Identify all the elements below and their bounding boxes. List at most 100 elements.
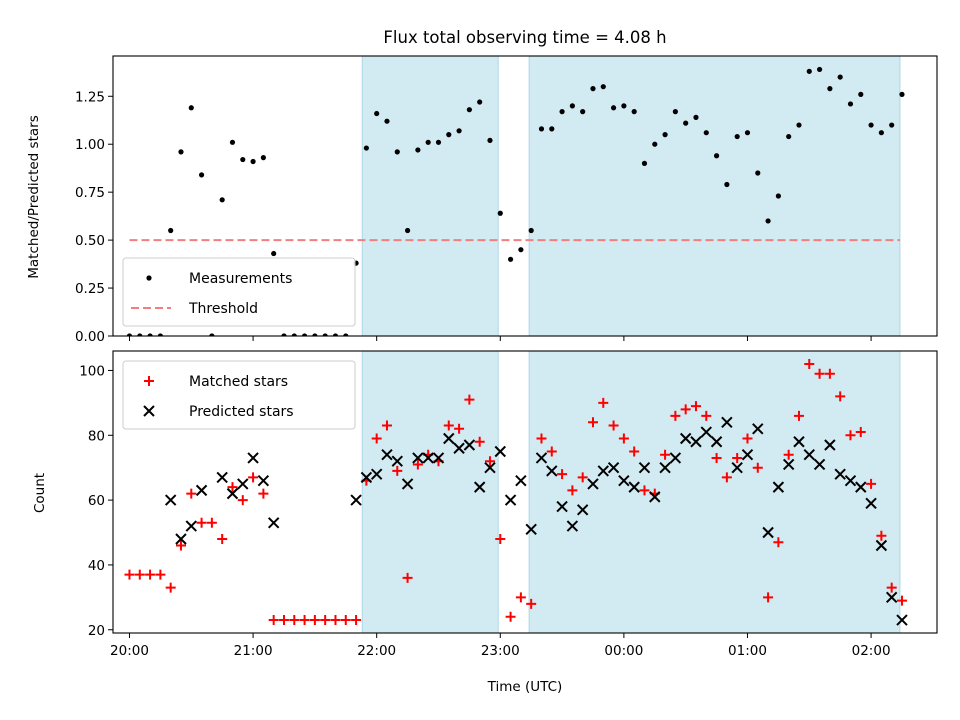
data-point: [392, 465, 403, 476]
legend-label: Threshold: [188, 301, 258, 317]
data-point: [896, 614, 908, 626]
x-tick-label: 23:00: [481, 643, 520, 659]
data-point: [557, 469, 568, 480]
y-tick-label: 0.00: [75, 329, 105, 345]
data-point: [598, 397, 609, 408]
data-point: [487, 137, 493, 143]
data-point: [693, 114, 699, 120]
data-point: [495, 534, 506, 544]
data-point: [827, 86, 833, 92]
data-point: [186, 488, 197, 499]
data-point: [473, 481, 486, 493]
data-point: [896, 595, 907, 606]
data-point: [525, 523, 537, 535]
plot-area: [126, 56, 905, 336]
data-point: [494, 445, 506, 458]
data-point: [580, 109, 586, 115]
data-point: [741, 449, 754, 461]
data-point: [237, 478, 249, 490]
data-point: [219, 197, 225, 203]
data-point: [484, 456, 495, 467]
data-point: [301, 333, 308, 336]
data-point: [597, 465, 609, 477]
data-point: [147, 333, 153, 336]
data-point: [507, 256, 514, 262]
top-y-axis-label: Matched/Predicted stars: [26, 115, 42, 278]
data-point: [267, 517, 280, 529]
data-point: [600, 84, 606, 90]
y-tick-label: 60: [88, 493, 105, 509]
data-point: [670, 410, 681, 421]
y-tick-label: 20: [88, 623, 105, 639]
data-point: [157, 333, 163, 336]
data-point: [752, 462, 763, 473]
data-point: [124, 569, 135, 580]
data-point: [384, 118, 390, 124]
data-point: [889, 122, 895, 128]
data-point: [721, 472, 732, 483]
data-point: [662, 132, 668, 138]
data-point: [538, 126, 545, 132]
data-point: [711, 452, 722, 463]
data-point: [312, 333, 318, 336]
data-point: [866, 478, 877, 489]
data-point: [546, 446, 557, 457]
data-point: [260, 155, 266, 161]
plot-area: [124, 351, 908, 633]
data-point: [577, 472, 588, 483]
observing-window: [528, 351, 901, 633]
data-point: [351, 615, 362, 626]
chart-title: Flux total observing time = 4.08 h: [383, 28, 666, 47]
data-point: [412, 459, 423, 470]
data-point: [415, 147, 421, 153]
legend-label: Matched stars: [189, 374, 288, 390]
x-tick-label: 02:00: [852, 643, 891, 659]
data-point: [772, 481, 785, 493]
data-point: [618, 433, 629, 444]
data-point: [855, 481, 867, 493]
data-point: [535, 452, 548, 464]
data-point: [504, 494, 517, 506]
data-point: [899, 91, 905, 97]
data-point: [497, 210, 503, 216]
data-point: [391, 455, 403, 467]
data-point: [855, 427, 866, 438]
data-point: [198, 172, 205, 178]
data-point: [402, 572, 413, 583]
data-point: [466, 107, 472, 113]
data-point: [803, 449, 815, 461]
data-point: [268, 615, 279, 626]
y-tick-label: 100: [79, 363, 105, 379]
y-tick-label: 40: [88, 558, 105, 574]
data-point: [659, 461, 671, 474]
data-point: [248, 472, 259, 483]
data-point: [322, 333, 328, 336]
data-point: [484, 461, 496, 474]
data-point: [845, 430, 856, 441]
data-point: [886, 582, 897, 593]
data-point: [320, 615, 331, 626]
data-point: [865, 497, 877, 510]
data-point: [773, 537, 784, 548]
data-point: [332, 333, 339, 336]
data-point: [734, 133, 740, 140]
data-point: [793, 436, 805, 448]
data-point: [526, 598, 537, 609]
data-point: [701, 410, 712, 421]
data-point: [374, 110, 380, 117]
data-point: [206, 517, 217, 528]
data-point: [299, 615, 310, 626]
data-point: [858, 91, 864, 97]
data-point: [587, 478, 599, 490]
data-point: [515, 474, 527, 487]
data-point: [456, 128, 462, 134]
data-point: [505, 611, 516, 622]
data-point: [587, 417, 598, 428]
data-point: [258, 488, 269, 499]
observing-window: [528, 56, 901, 336]
y-tick-label: 0.50: [75, 233, 105, 249]
data-point: [631, 109, 637, 115]
data-point: [350, 494, 362, 506]
data-point: [443, 420, 454, 431]
data-point: [454, 423, 465, 434]
